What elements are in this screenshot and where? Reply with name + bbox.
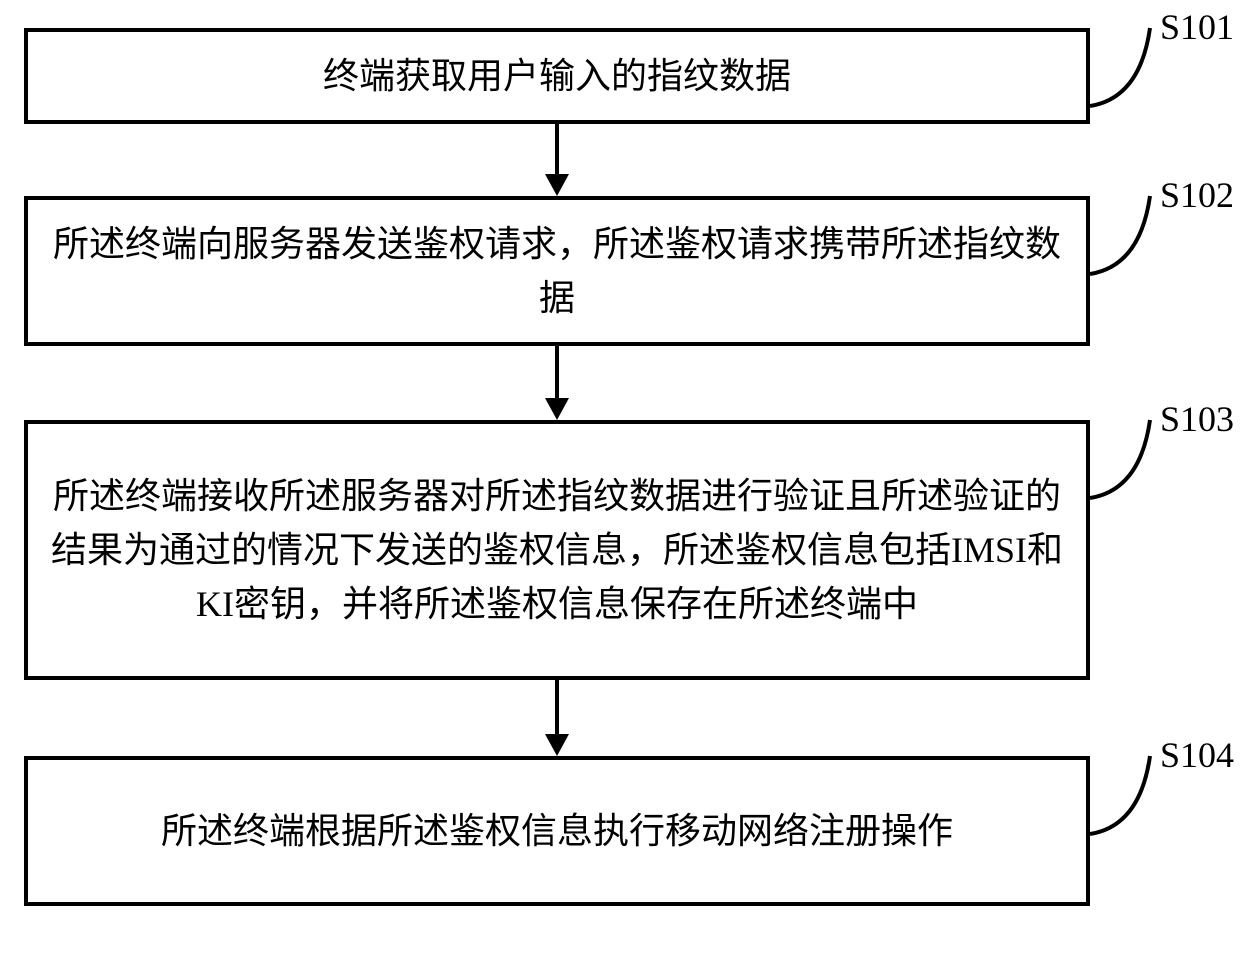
flowchart-canvas: 终端获取用户输入的指纹数据 S101 所述终端向服务器发送鉴权请求，所述鉴权请求…: [0, 0, 1240, 953]
step-label-s103: S103: [1160, 398, 1234, 440]
step-label-s101: S101: [1160, 6, 1234, 48]
label-curve-s101: [1090, 18, 1165, 108]
step-box-s102: 所述终端向服务器发送鉴权请求，所述鉴权请求携带所述指纹数据: [24, 196, 1090, 346]
step-text-s104: 所述终端根据所述鉴权信息执行移动网络注册操作: [161, 804, 953, 858]
label-curve-s103: [1090, 410, 1165, 500]
step-box-s101: 终端获取用户输入的指纹数据: [24, 28, 1090, 124]
step-text-s101: 终端获取用户输入的指纹数据: [323, 49, 791, 103]
label-curve-s102: [1090, 186, 1165, 276]
arrow-head-1: [545, 174, 569, 196]
step-text-s103: 所述终端接收所述服务器对所述指纹数据进行验证且所述验证的结果为通过的情况下发送的…: [48, 469, 1066, 631]
step-text-s102: 所述终端向服务器发送鉴权请求，所述鉴权请求携带所述指纹数据: [48, 217, 1066, 325]
arrow-line-1: [555, 124, 559, 174]
step-box-s103: 所述终端接收所述服务器对所述指纹数据进行验证且所述验证的结果为通过的情况下发送的…: [24, 420, 1090, 680]
arrow-line-2: [555, 346, 559, 398]
step-label-s102: S102: [1160, 174, 1234, 216]
arrow-line-3: [555, 680, 559, 734]
step-label-s104: S104: [1160, 734, 1234, 776]
step-box-s104: 所述终端根据所述鉴权信息执行移动网络注册操作: [24, 756, 1090, 906]
label-curve-s104: [1090, 746, 1165, 836]
arrow-head-2: [545, 398, 569, 420]
arrow-head-3: [545, 734, 569, 756]
